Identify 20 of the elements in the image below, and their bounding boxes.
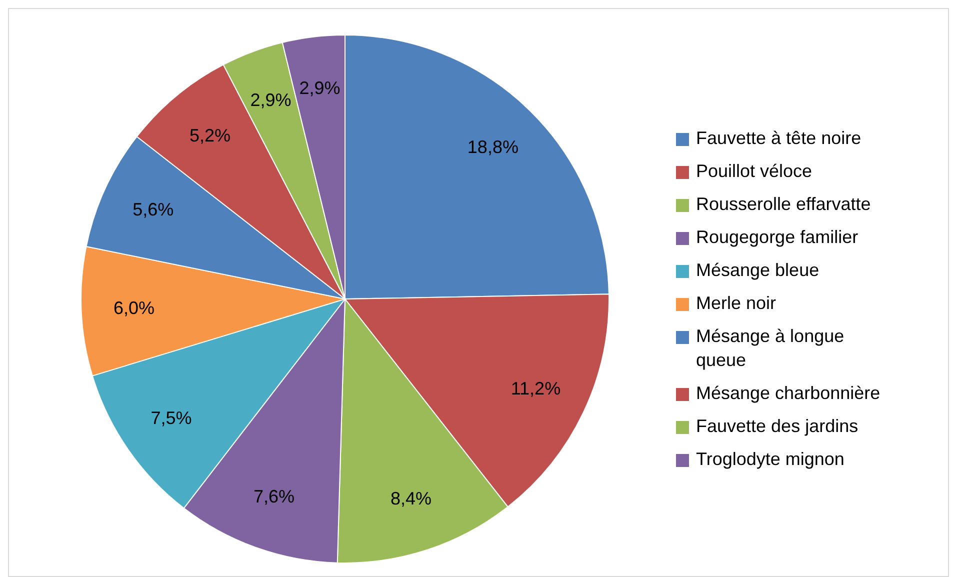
data-label: 11,2% <box>510 378 561 398</box>
legend-label: Mésange bleue <box>696 260 820 280</box>
legend-label: Rougegorge familier <box>696 226 858 247</box>
data-label: 8,4% <box>390 488 432 508</box>
data-label: 2,9% <box>299 78 340 98</box>
legend-label: Mésange charbonnière <box>696 382 880 403</box>
legend-label: Pouillot véloce <box>696 160 812 181</box>
legend-label: Rousserolle effarvatte <box>696 194 871 214</box>
data-label: 2,9% <box>250 90 292 110</box>
data-label: 5,2% <box>189 125 230 146</box>
data-label: 18,8% <box>467 137 518 158</box>
data-label: 6,0% <box>114 298 155 318</box>
legend-label: Fauvette à tête noire <box>696 128 862 148</box>
data-label: 7,5% <box>150 408 192 428</box>
legend-label: Mésange à longue queue <box>696 326 844 370</box>
legend-label: Merle noir <box>696 292 776 313</box>
legend-label: Fauvette des jardins <box>696 416 858 436</box>
legend-label: Troglodyte mignon <box>696 448 844 469</box>
data-label: 5,6% <box>132 199 174 220</box>
data-label: 7,6% <box>254 486 295 507</box>
